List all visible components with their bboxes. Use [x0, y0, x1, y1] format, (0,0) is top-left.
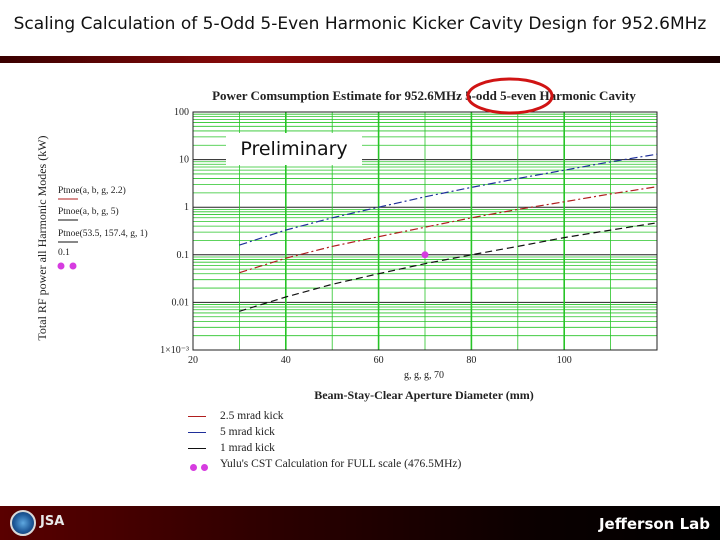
y-side-marker	[57, 262, 65, 270]
x-tick-label: 100	[557, 355, 572, 366]
legend-entry: Yulu's CST Calculation for FULL scale (4…	[188, 456, 508, 472]
y-side-marker	[69, 262, 77, 270]
y-tick-label: 1×10⁻³	[160, 345, 189, 356]
y-tick-label: 0.01	[172, 297, 190, 308]
legend-swatch-black	[188, 448, 206, 449]
slide-title: Scaling Calculation of 5-Odd 5-Even Harm…	[13, 14, 707, 34]
legend-marker-dots	[190, 460, 212, 476]
legend-entry: 5 mrad kick	[188, 424, 508, 440]
jefferson-lab-logo: Jefferson Lab	[598, 515, 710, 533]
power-chart: 20 40 60 80 100 1×10⁻³ 0.01 0.1 1 10 100 Power Com…	[35, 77, 658, 402]
footer-bar	[0, 506, 720, 540]
legend-swatch-red	[188, 416, 206, 417]
series-line-2-5-mrad-kick	[239, 186, 658, 274]
legend-swatch-blue	[188, 432, 206, 433]
legend-entry: 2.5 mrad kick	[188, 408, 508, 424]
tick-layer: 20 40 60 80 100 1×10⁻³ 0.01 0.1 1 10 100	[160, 107, 572, 366]
preliminary-label: Preliminary	[226, 133, 362, 165]
legend-label: 1 mrad kick	[220, 442, 275, 454]
chart-legend: 2.5 mrad kick 5 mrad kick 1 mrad kick Yu…	[188, 408, 508, 472]
legend-label: 5 mrad kick	[220, 426, 275, 438]
x-tick-label: 40	[281, 355, 291, 366]
y-tick-label: 10	[179, 155, 189, 166]
y-tick-label: 100	[174, 107, 189, 118]
y-side-label: Ptnoe(a, b, g, 2.2)	[58, 185, 126, 196]
jsa-logo: JSA	[40, 514, 65, 529]
highlight-circle	[466, 77, 554, 115]
y-side-label: Ptnoe(53.5, 157.4, g, 1)	[58, 228, 148, 239]
title-rule	[0, 56, 720, 63]
series-layer	[239, 153, 658, 312]
legend-entry: 1 mrad kick	[188, 440, 508, 456]
legend-label: 2.5 mrad kick	[220, 410, 284, 422]
x-axis-label: Beam-Stay-Clear Aperture Diameter (mm)	[314, 388, 534, 402]
grid-layer	[193, 112, 657, 351]
series-line-1-mrad-kick	[239, 222, 658, 312]
y-tick-label: 0.1	[177, 250, 190, 261]
x-tick-label: 60	[374, 355, 384, 366]
legend-label: Yulu's CST Calculation for FULL scale (4…	[220, 458, 462, 470]
chart-title: Power Comsumption Estimate for 952.6MHz …	[212, 88, 636, 103]
x-tick-label: 80	[466, 355, 476, 366]
x-axis-variable-label: g, g, g, 70	[404, 370, 444, 381]
plot-frame	[192, 111, 658, 351]
series-line-5-mrad-kick	[239, 153, 658, 246]
doe-seal-icon	[10, 510, 36, 536]
y-axis-label: Total RF power all Harmonic Modes (kW)	[35, 135, 49, 340]
cst-data-point	[421, 251, 429, 259]
x-tick-label: 20	[188, 355, 198, 366]
y-axis-side-labels: Ptnoe(a, b, g, 2.2) Ptnoe(a, b, g, 5) Ptno…	[57, 185, 148, 270]
marker-layer	[421, 251, 429, 259]
y-side-label: 0.1	[58, 248, 70, 258]
y-tick-label: 1	[184, 202, 189, 213]
y-side-label: Ptnoe(a, b, g, 5)	[58, 206, 119, 217]
